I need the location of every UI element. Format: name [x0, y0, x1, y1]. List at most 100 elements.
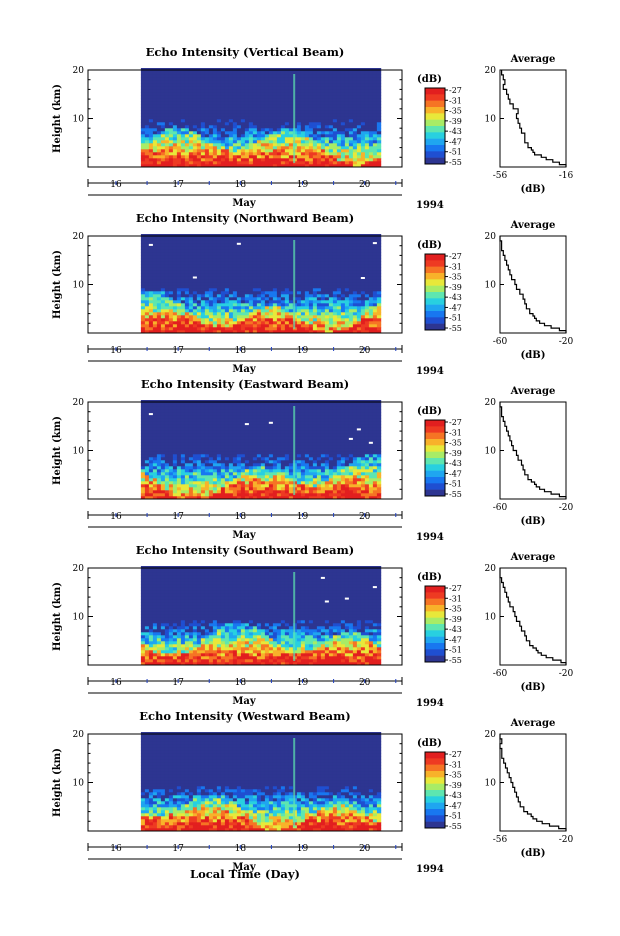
heatmap-cell	[289, 285, 293, 288]
heatmap-cell	[185, 95, 189, 98]
heatmap-cell	[329, 291, 333, 294]
heatmap-cell	[261, 252, 265, 255]
heatmap-cell	[361, 152, 365, 155]
profile-y-tick-label: 20	[485, 232, 497, 242]
heatmap-cell	[357, 303, 361, 306]
heatmap-cell	[213, 493, 217, 496]
heatmap-cell	[273, 288, 277, 291]
heatmap-cell	[177, 306, 181, 309]
heatmap-cell	[153, 487, 157, 490]
heatmap-cell	[181, 276, 185, 279]
heatmap-cell	[189, 92, 193, 95]
heatmap-cell	[209, 327, 213, 330]
heatmap-cell	[377, 89, 381, 92]
heatmap-cell	[153, 131, 157, 134]
heatmap-cell	[185, 110, 189, 113]
heatmap-cell	[177, 445, 181, 448]
heatmap-cell	[141, 146, 145, 149]
heatmap-cell	[181, 143, 185, 146]
heatmap-cell	[341, 74, 345, 77]
heatmap-cell	[197, 324, 201, 327]
heatmap-cell	[177, 237, 181, 240]
heatmap-cell	[197, 74, 201, 77]
heatmap-cell	[229, 258, 233, 261]
heatmap-cell	[153, 270, 157, 273]
heatmap-cell	[353, 291, 357, 294]
heatmap-cell	[165, 303, 169, 306]
heatmap-cell	[377, 158, 381, 161]
heatmap-cell	[185, 318, 189, 321]
heatmap-cell	[201, 463, 205, 466]
heatmap-cell	[193, 484, 197, 487]
heatmap-cell	[257, 240, 261, 243]
heatmap-cell	[153, 282, 157, 285]
heatmap-cell	[181, 122, 185, 125]
heatmap-cell	[169, 421, 173, 424]
heatmap-cell	[157, 478, 161, 481]
heatmap-cell	[189, 315, 193, 318]
heatmap-cell	[181, 237, 185, 240]
heatmap-cell	[373, 98, 377, 101]
heatmap-cell	[189, 246, 193, 249]
heatmap-cell	[329, 261, 333, 264]
heatmap-cell	[309, 161, 313, 164]
heatmap-cell	[337, 258, 341, 261]
heatmap-cell	[237, 460, 241, 463]
heatmap-cell	[317, 291, 321, 294]
heatmap-cell	[181, 318, 185, 321]
heatmap-cell	[345, 261, 349, 264]
heatmap-cell	[261, 125, 265, 128]
heatmap-cell	[297, 306, 301, 309]
heatmap-cell	[141, 451, 145, 454]
heatmap-cell	[197, 86, 201, 89]
heatmap-cell	[245, 285, 249, 288]
heatmap-cell	[289, 252, 293, 255]
heatmap-cell	[193, 457, 197, 460]
heatmap-cell	[205, 493, 209, 496]
heatmap-cell	[149, 249, 153, 252]
heatmap-cell	[373, 158, 377, 161]
heatmap-cell	[193, 95, 197, 98]
heatmap-cell	[161, 261, 165, 264]
heatmap-cell	[265, 273, 269, 276]
heatmap-cell	[309, 80, 313, 83]
heatmap-cell	[349, 258, 353, 261]
heatmap-cell	[141, 487, 145, 490]
heatmap-cell	[189, 240, 193, 243]
heatmap-cell	[273, 306, 277, 309]
heatmap-cell	[165, 439, 169, 442]
heatmap-cell	[253, 125, 257, 128]
heatmap-cell	[345, 89, 349, 92]
heatmap-cell	[309, 276, 313, 279]
heatmap-cell	[281, 306, 285, 309]
heatmap-cell	[217, 71, 221, 74]
heatmap-cell	[149, 427, 153, 430]
heatmap-cell	[189, 122, 193, 125]
heatmap-cell	[149, 77, 153, 80]
heatmap-cell	[329, 315, 333, 318]
heatmap-cell	[281, 83, 285, 86]
heatmap-cell	[257, 107, 261, 110]
heatmap-cell	[233, 484, 237, 487]
heatmap-cell	[361, 318, 365, 321]
heatmap-cell	[185, 288, 189, 291]
heatmap-cell	[205, 104, 209, 107]
heatmap-cell	[365, 131, 369, 134]
heatmap-cell	[281, 279, 285, 282]
heatmap-cell	[217, 119, 221, 122]
heatmap-cell	[345, 107, 349, 110]
heatmap-cell	[141, 71, 145, 74]
heatmap-cell	[301, 267, 305, 270]
heatmap-cell	[165, 249, 169, 252]
heatmap-cell	[189, 243, 193, 246]
heatmap-cell	[361, 312, 365, 315]
heatmap-cell	[201, 279, 205, 282]
heatmap-cell	[213, 77, 217, 80]
heatmap-cell	[225, 312, 229, 315]
heatmap-cell	[169, 478, 173, 481]
heatmap-cell	[289, 267, 293, 270]
heatmap-cell	[181, 315, 185, 318]
heatmap-cell	[197, 110, 201, 113]
heatmap-cell	[201, 478, 205, 481]
heatmap-cell	[177, 104, 181, 107]
